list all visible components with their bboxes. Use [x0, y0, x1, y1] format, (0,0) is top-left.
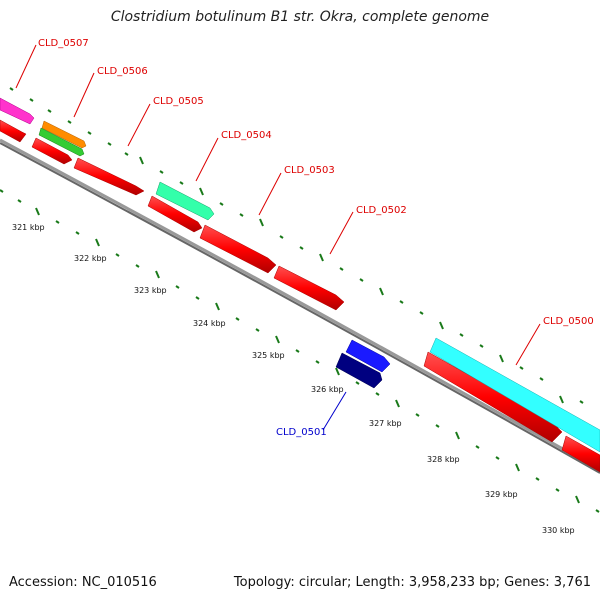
genome-title: Clostridium botulinum B1 str. Okra, comp…	[110, 9, 490, 25]
callout-line-CLD_0504	[195, 137, 219, 182]
callout-line-CLD_0500	[515, 323, 541, 366]
gene-feature-magenta[interactable]	[0, 97, 35, 125]
kbp-label-324: 324 kbp	[193, 319, 226, 328]
gene-feature-orange[interactable]	[41, 120, 87, 149]
gene-feature[interactable]	[199, 224, 277, 274]
kbp-label-329: 329 kbp	[485, 490, 518, 499]
inner-tick-track	[0, 189, 600, 513]
callout-line-CLD_0505	[127, 103, 151, 147]
callout-line-CLD_0502	[329, 211, 354, 255]
kbp-label-321: 321 kbp	[12, 223, 45, 232]
genome-backbone	[0, 138, 600, 472]
kbp-label-322: 322 kbp	[74, 254, 107, 263]
gene-feature-cyan[interactable]	[429, 337, 600, 453]
gene-label-CLD_0506[interactable]: CLD_0506	[97, 66, 148, 77]
kbp-label-330: 330 kbp	[542, 526, 575, 535]
gene-feature-teal[interactable]	[155, 181, 215, 221]
gene-label-CLD_0504[interactable]: CLD_0504	[221, 130, 272, 141]
gene-feature-navy[interactable]	[335, 352, 383, 389]
gene-feature[interactable]	[73, 157, 145, 196]
gene-feature[interactable]	[561, 435, 600, 473]
kbp-label-325: 325 kbp	[252, 351, 285, 360]
kbp-label-327: 327 kbp	[369, 419, 402, 428]
gene-feature[interactable]	[273, 265, 345, 311]
gene-label-CLD_0505[interactable]: CLD_0505	[153, 96, 204, 107]
gene-label-CLD_0501[interactable]: CLD_0501	[276, 427, 327, 438]
outer-tick-track	[9, 87, 584, 404]
kbp-label-328: 328 kbp	[427, 455, 460, 464]
genome-summary-text: Topology: circular; Length: 3,958,233 bp…	[233, 575, 591, 590]
kbp-label-323: 323 kbp	[134, 286, 167, 295]
gene-feature[interactable]	[0, 119, 27, 143]
gene-label-CLD_0507[interactable]: CLD_0507	[38, 38, 89, 49]
gene-label-CLD_0500[interactable]: CLD_0500	[543, 316, 594, 327]
genome-backbone-shadow	[0, 142, 600, 474]
kbp-label-326: 326 kbp	[311, 385, 344, 394]
gene-label-CLD_0503[interactable]: CLD_0503	[284, 165, 335, 176]
callout-line-CLD_0503	[258, 172, 282, 216]
gene-label-CLD_0502[interactable]: CLD_0502	[356, 205, 407, 216]
accession-text: Accession: NC_010516	[9, 575, 157, 590]
gene-feature-green[interactable]	[38, 127, 85, 157]
gene-feature-blue[interactable]	[345, 339, 391, 373]
gene-feature[interactable]	[147, 195, 203, 233]
callout-line-CLD_0506	[73, 72, 95, 118]
gene-feature[interactable]	[31, 137, 73, 165]
callout-line-CLD_0507	[15, 44, 37, 89]
callout-line-CLD_0501	[322, 391, 347, 431]
